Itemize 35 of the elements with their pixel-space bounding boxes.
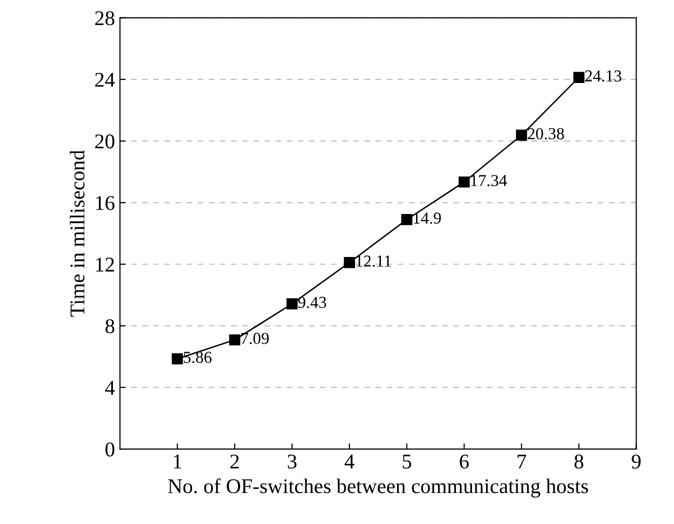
data-label: 20.38 [528, 128, 564, 140]
x-tick-label: 1 [174, 454, 182, 468]
point [573, 72, 584, 83]
x-tick-label: 3 [288, 454, 296, 469]
point [516, 130, 528, 141]
y-tick-label: 16 [96, 196, 114, 210]
x-tick-label: 6 [460, 454, 469, 469]
data-label: 14.9 [414, 212, 441, 224]
y-tick-label: 0 [105, 442, 114, 456]
point [458, 176, 470, 188]
x-axis-title: No. of OF-switches between communicating hosts [168, 478, 588, 498]
point [401, 214, 412, 226]
data-label: 24.13 [585, 70, 622, 82]
y-tick-label: 28 [95, 11, 114, 26]
point [344, 256, 355, 268]
point [286, 298, 298, 310]
data-label: 17.34 [471, 174, 507, 186]
x-tick-label: 2 [230, 454, 239, 468]
x-tick-label: 7 [518, 454, 526, 468]
y-tick-label: 4 [105, 380, 115, 395]
point [172, 353, 183, 364]
y-axis-title: Time in millisecond [70, 150, 84, 317]
y-tick-label: 20 [95, 134, 114, 148]
y-tick-label: 8 [105, 319, 114, 334]
y-tick-label: 12 [96, 258, 114, 272]
x-tick-label: 9 [632, 454, 641, 469]
x-tick-label: 5 [402, 454, 412, 469]
data-label: 9.43 [298, 296, 326, 308]
data-label: 12.11 [356, 256, 391, 267]
x-tick-label: 4 [344, 454, 354, 468]
point [229, 334, 240, 346]
y-tick-label: 24 [95, 72, 115, 87]
data-label: 5.86 [184, 352, 212, 364]
data-label: 7.09 [241, 332, 269, 344]
x-tick-label: 8 [574, 454, 584, 469]
